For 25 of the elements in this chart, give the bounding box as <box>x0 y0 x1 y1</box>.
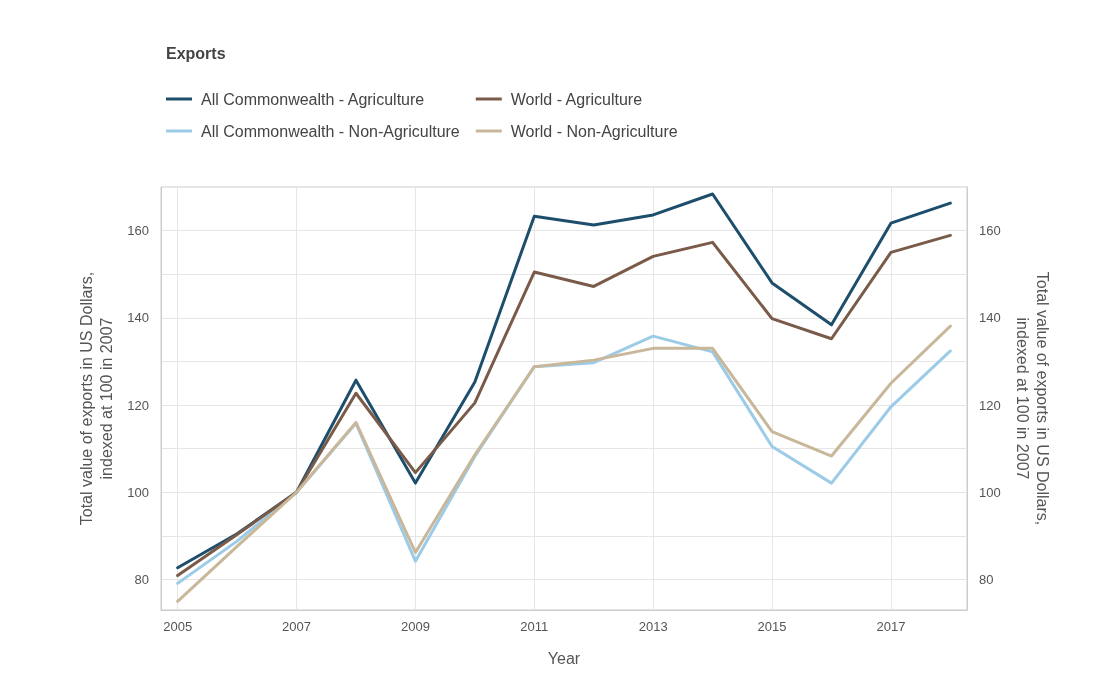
x-tick-label: 2017 <box>876 619 906 634</box>
y-tick-label: 160 <box>127 223 149 239</box>
y2-tick-label: 120 <box>979 397 1001 413</box>
x-axis-title: Year <box>547 649 581 667</box>
y-tick-label: 100 <box>127 484 149 500</box>
y-axis-title: Total value of exports in US Dollars, indexed at 100 in 2007 <box>77 271 115 526</box>
y2-tick-label: 160 <box>979 223 1001 239</box>
chart-title: Exports <box>166 44 226 62</box>
y-tick-label: 80 <box>134 571 149 587</box>
x-tick-label: 2015 <box>757 619 787 634</box>
y2-tick-label: 100 <box>979 484 1001 500</box>
legend-label: All Commonwealth - Agriculture <box>201 90 425 108</box>
x-tick-label: 2007 <box>282 619 311 634</box>
y2-tick-label: 80 <box>979 571 994 587</box>
legend-label: World - Agriculture <box>510 90 643 108</box>
x-tick-label: 2005 <box>163 619 193 634</box>
x-tick-label: 2009 <box>400 619 430 634</box>
x-tick-label: 2013 <box>638 619 668 634</box>
legend-label: World - Non-Agriculture <box>510 122 678 140</box>
legend-label: All Commonwealth - Non-Agriculture <box>201 122 460 140</box>
y-tick-label: 120 <box>127 397 149 413</box>
y2-tick-label: 140 <box>979 310 1001 326</box>
y-tick-label: 140 <box>127 310 149 326</box>
x-tick-label: 2011 <box>520 619 549 634</box>
y2-axis-title: Total value of exports in US Dollars, indexed at 100 in 2007 <box>1013 271 1051 526</box>
